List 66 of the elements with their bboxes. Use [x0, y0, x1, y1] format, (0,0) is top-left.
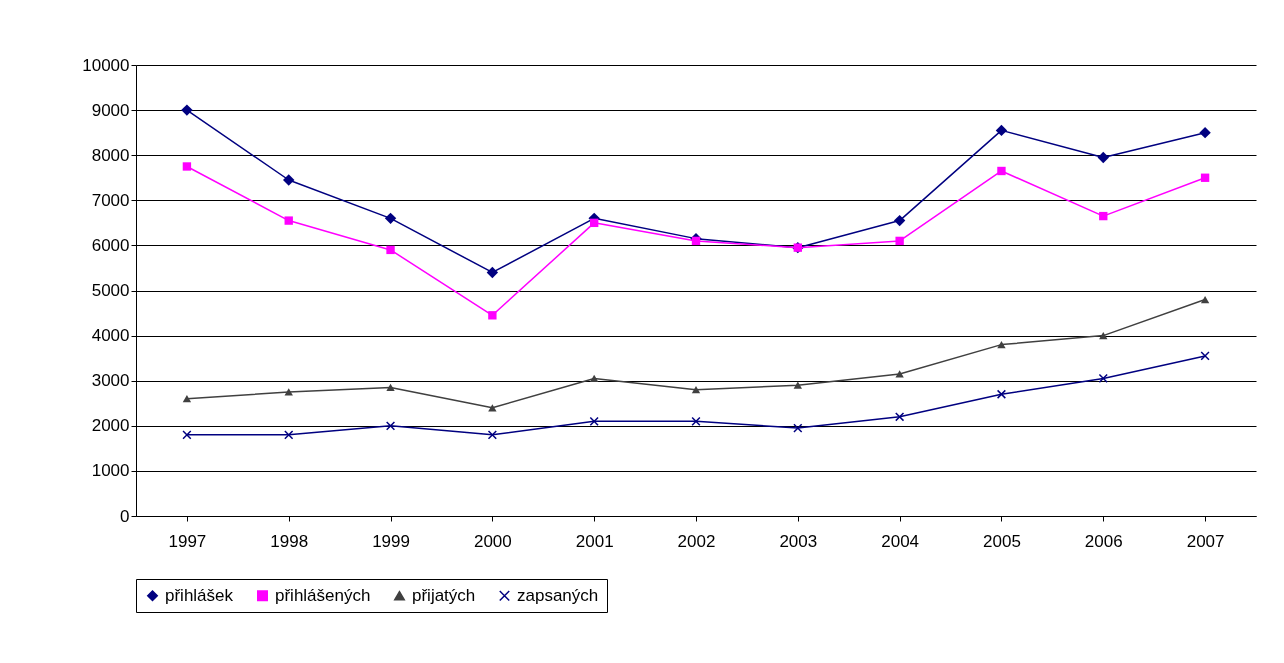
- point: [284, 388, 293, 396]
- point: [1200, 295, 1210, 304]
- y-tick-label: 10000: [82, 55, 130, 75]
- point: [1199, 126, 1211, 139]
- point: [487, 430, 497, 440]
- x-tick-label: 2002: [677, 531, 716, 551]
- point: [486, 266, 499, 279]
- x-tick-label: 2006: [1084, 531, 1123, 551]
- x-tick-label: 2005: [983, 531, 1021, 551]
- point: [182, 162, 192, 171]
- point: [589, 416, 599, 426]
- point: [1097, 151, 1109, 164]
- y-tick-label: 1000: [91, 461, 130, 481]
- x-tick-label: 2007: [1186, 531, 1225, 551]
- point: [995, 124, 1008, 137]
- y-tick-label: 2000: [91, 416, 130, 436]
- legend-label: přihlášek: [165, 585, 234, 605]
- y-tick-label: 5000: [91, 281, 130, 300]
- legend-label: zapsaných: [517, 585, 599, 605]
- point: [997, 166, 1006, 176]
- point: [386, 245, 395, 255]
- x-tick-label: 2004: [881, 531, 920, 551]
- x-tick-label: 2000: [473, 531, 512, 551]
- point: [793, 381, 802, 389]
- point: [488, 311, 497, 320]
- point: [1099, 331, 1108, 340]
- point: [691, 236, 701, 246]
- point: [488, 404, 497, 412]
- legend-label: přihlášených: [275, 585, 371, 605]
- point: [1098, 373, 1108, 384]
- point: [1200, 351, 1210, 361]
- y-tick-label: 0: [120, 506, 130, 526]
- point: [386, 383, 395, 392]
- point: [384, 212, 397, 225]
- x-tick-label: 1998: [270, 531, 309, 551]
- x-tick-label: 1997: [168, 531, 207, 551]
- point: [895, 370, 904, 378]
- point: [182, 395, 192, 403]
- point: [691, 416, 701, 426]
- point: [182, 430, 192, 440]
- point: [1099, 211, 1108, 221]
- y-tick-label: 4000: [91, 326, 130, 346]
- point: [895, 236, 904, 246]
- x-tick-label: 2001: [575, 531, 614, 551]
- point: [284, 430, 294, 440]
- point: [895, 412, 905, 422]
- point: [1200, 173, 1210, 182]
- point: [691, 386, 701, 394]
- point: [997, 341, 1006, 349]
- legend-label: přijatých: [412, 585, 476, 605]
- y-tick-label: 7000: [91, 190, 130, 210]
- y-tick-label: 9000: [91, 100, 130, 120]
- y-tick-label: 8000: [91, 145, 130, 165]
- point: [893, 214, 906, 227]
- x-tick-label: 1999: [372, 531, 410, 551]
- point: [590, 374, 599, 383]
- point: [996, 389, 1007, 399]
- y-tick-label: 3000: [91, 371, 130, 391]
- point: [284, 216, 293, 225]
- point: [793, 423, 803, 433]
- point: [385, 421, 396, 431]
- point: [283, 174, 295, 186]
- point: [181, 104, 193, 116]
- y-tick-label: 6000: [91, 235, 130, 255]
- x-tick-label: 2003: [779, 531, 818, 551]
- point: [590, 218, 599, 228]
